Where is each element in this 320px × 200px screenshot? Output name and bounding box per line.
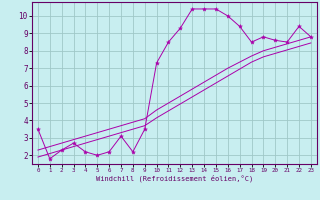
- X-axis label: Windchill (Refroidissement éolien,°C): Windchill (Refroidissement éolien,°C): [96, 175, 253, 182]
